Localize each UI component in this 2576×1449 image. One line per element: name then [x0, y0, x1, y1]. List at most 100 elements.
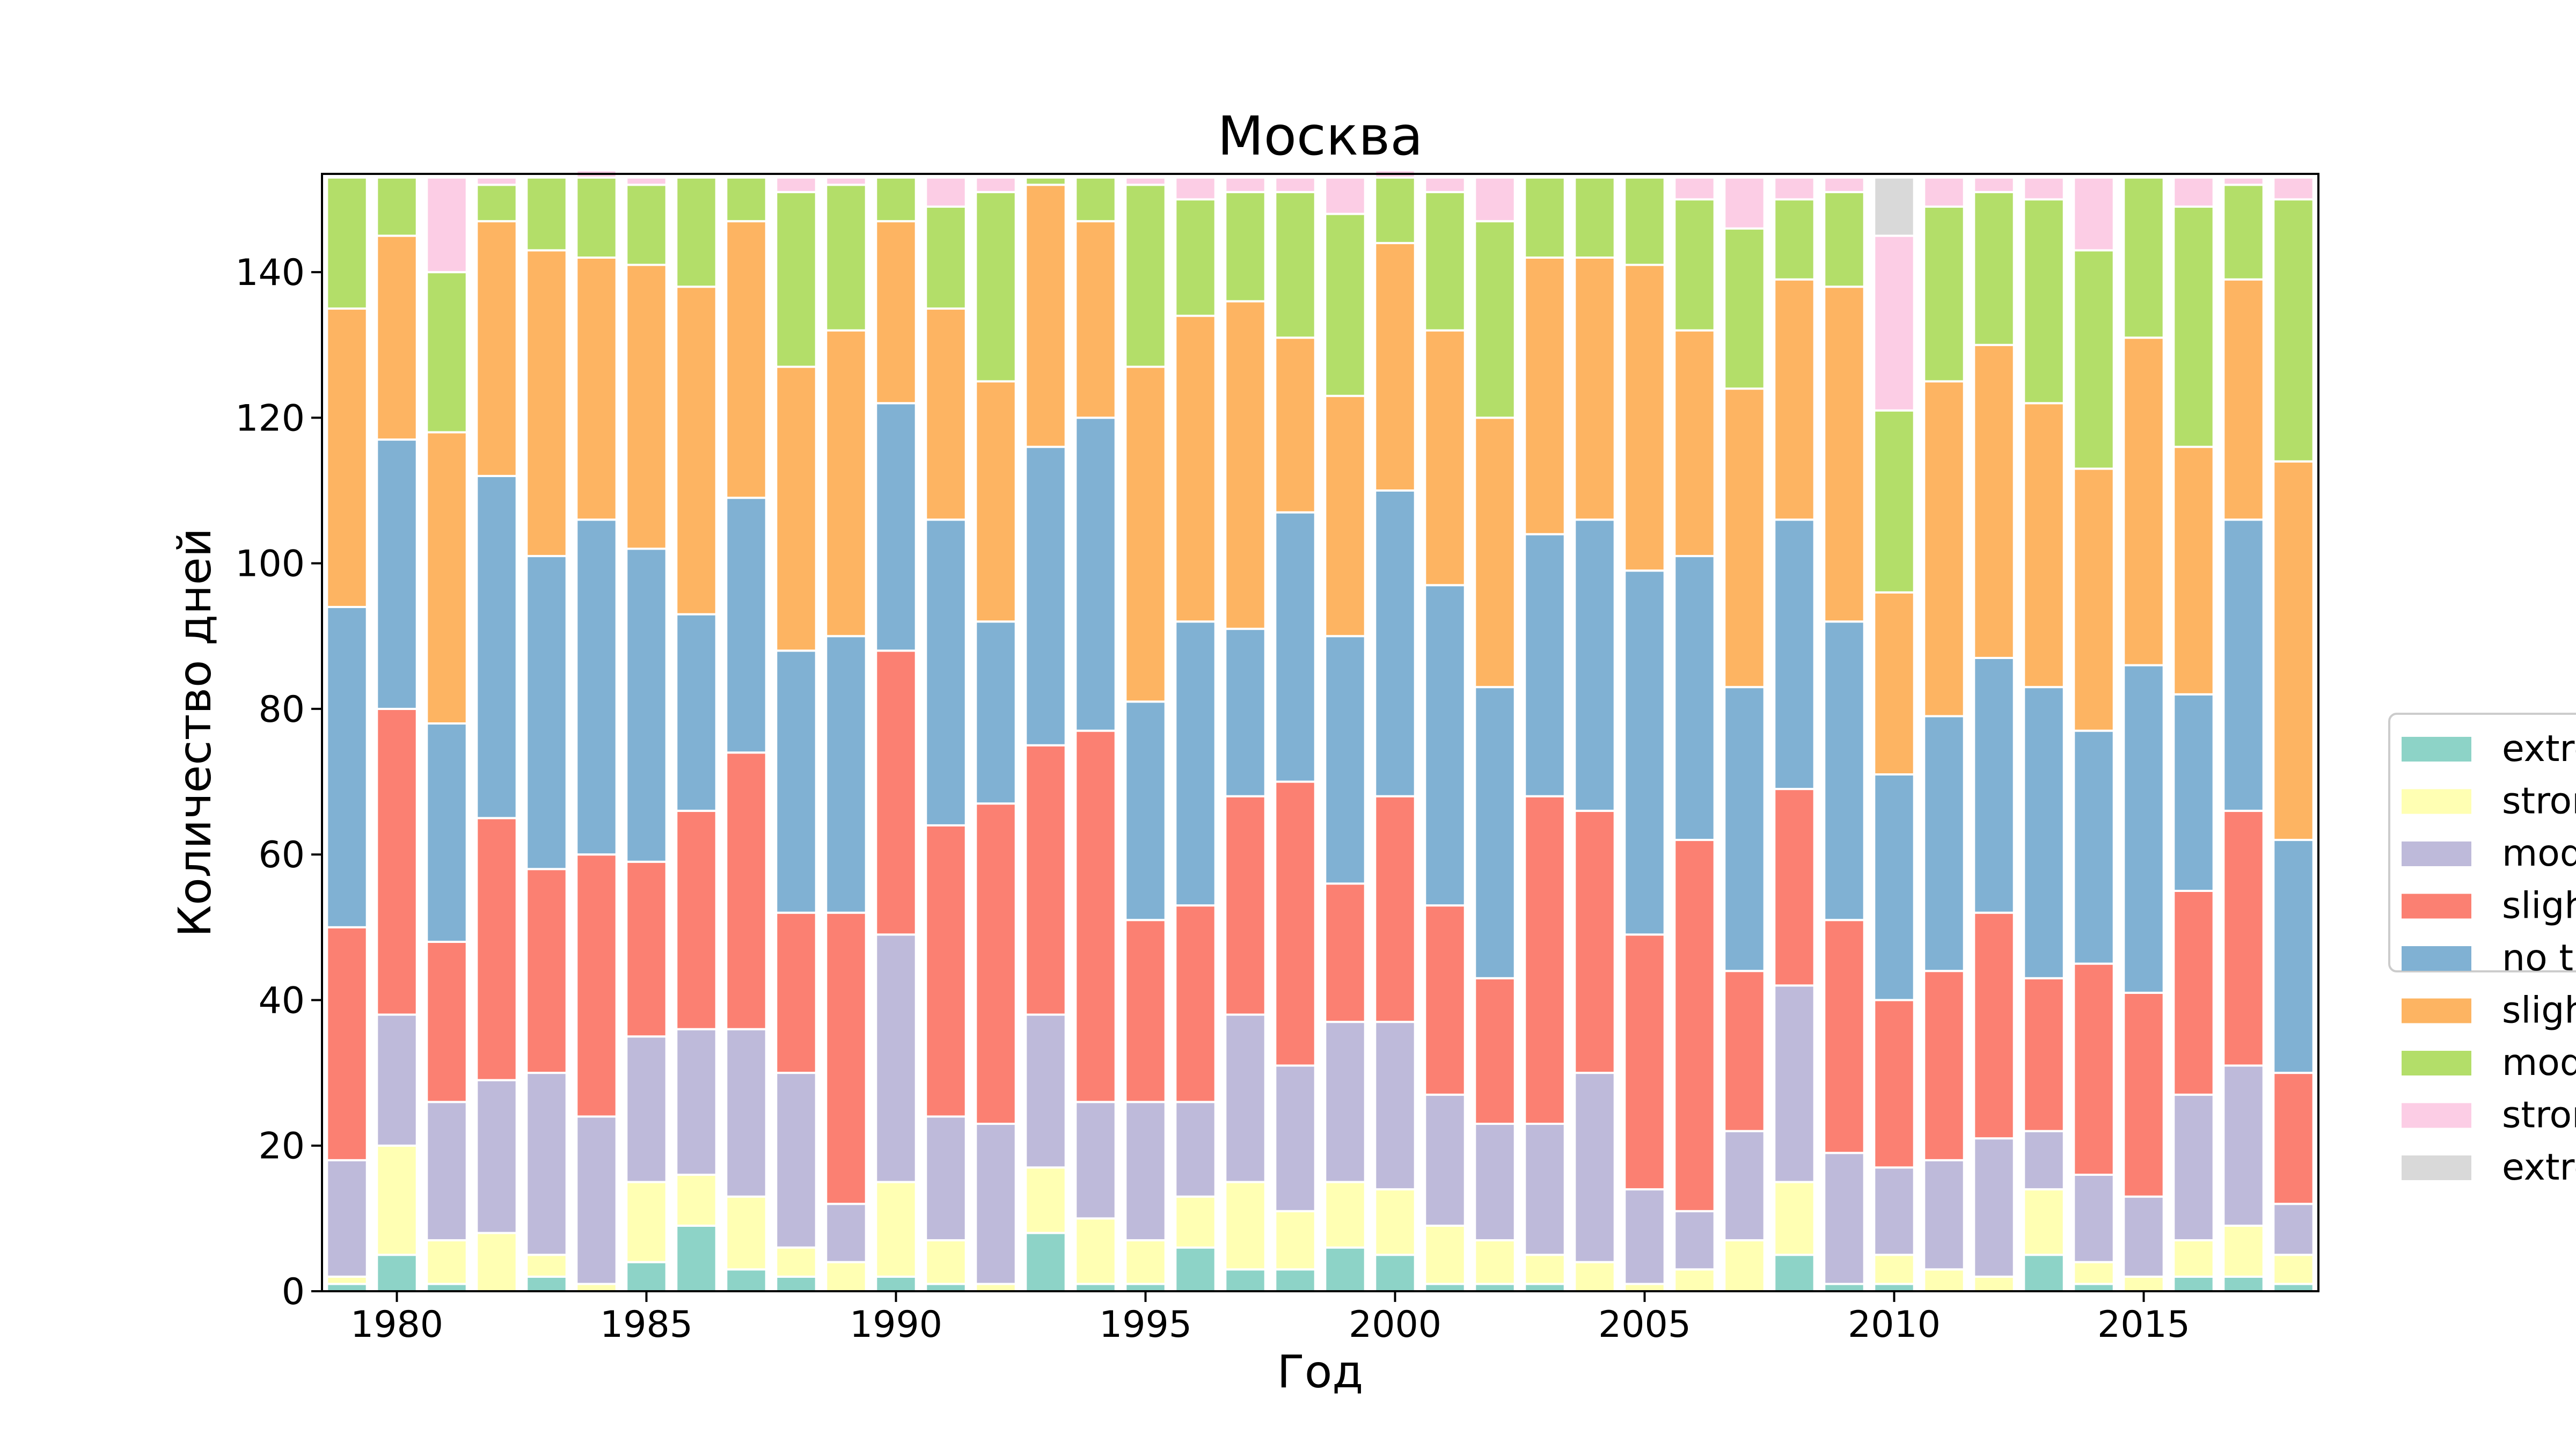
bar-segment — [1174, 1246, 1217, 1293]
bar-segment — [925, 1283, 967, 1293]
bar-segment — [2172, 176, 2215, 208]
bar-segment — [1673, 176, 1716, 201]
bar-segment — [625, 1261, 668, 1292]
bar-segment — [1474, 220, 1516, 419]
bar-segment — [1174, 1195, 1217, 1249]
bar-segment — [1324, 1181, 1366, 1249]
legend-swatch — [2402, 737, 2471, 762]
bar-segment — [1224, 627, 1267, 797]
legend-swatch — [2402, 998, 2471, 1023]
y-axis-label: Количество дней — [169, 528, 221, 938]
bar-segment — [925, 206, 967, 310]
bar-segment — [2272, 1283, 2315, 1293]
bar-segment — [575, 518, 618, 856]
bar-segment — [1124, 919, 1167, 1103]
bar-segment — [1873, 176, 1915, 237]
bar-segment — [1224, 1268, 1267, 1292]
bar-segment — [1873, 591, 1915, 775]
bar-segment — [1474, 176, 1516, 223]
bar-segment — [1973, 1137, 2015, 1278]
bar-segment — [1723, 227, 1766, 390]
bar-segment — [575, 853, 618, 1118]
bar-segment — [975, 620, 1017, 805]
y-tick-label: 20 — [258, 1125, 305, 1168]
bar-segment — [1324, 1246, 1366, 1293]
bar-segment — [2172, 206, 2215, 448]
bar-segment — [525, 1254, 568, 1278]
bar-segment — [725, 1268, 767, 1292]
bar-segment — [1424, 1093, 1466, 1227]
bar-segment — [1574, 176, 1616, 259]
bar-segment — [1823, 620, 1865, 921]
bar-segment — [775, 1246, 817, 1278]
bar-segment — [625, 547, 668, 863]
bar-segment — [475, 474, 518, 819]
bar-segment — [1773, 788, 1816, 987]
bar-segment — [775, 1275, 817, 1293]
bar-segment — [675, 1173, 718, 1227]
bar-segment — [775, 911, 817, 1074]
bar-segment — [2123, 1275, 2165, 1293]
bar-segment — [575, 1283, 618, 1293]
bar-segment — [1324, 394, 1366, 638]
legend-label: extre — [2502, 1146, 2576, 1189]
bar-segment — [426, 176, 468, 274]
bar-segment — [1723, 970, 1766, 1132]
bar-segment — [725, 1195, 767, 1271]
bar-segment — [675, 176, 718, 288]
bar-segment — [1973, 1275, 2015, 1293]
bar-segment — [376, 707, 418, 1016]
bar-segment — [2222, 1224, 2265, 1278]
bar-segment — [725, 496, 767, 754]
bar-segment — [1124, 184, 1167, 368]
bar-segment — [2222, 809, 2265, 1067]
bar-segment — [975, 802, 1017, 1125]
bar-segment — [525, 868, 568, 1074]
x-tick-label: 1990 — [850, 1304, 942, 1346]
bar-segment — [2123, 1195, 2165, 1278]
bar-segment — [1773, 198, 1816, 281]
bar-segment — [1823, 176, 1865, 193]
bar-segment — [1124, 365, 1167, 703]
bar-segment — [1024, 1166, 1067, 1234]
bar-segment — [1074, 176, 1117, 223]
bar-segment — [1224, 1181, 1267, 1271]
bar-segment — [1124, 176, 1167, 186]
bar-segment — [1324, 882, 1366, 1023]
bar-segment — [1823, 191, 1865, 288]
bar-segment — [2123, 664, 2165, 994]
bar-segment — [1474, 1239, 1516, 1285]
bar-segment — [2172, 1275, 2215, 1293]
bar-segment — [675, 613, 718, 812]
bar-segment — [925, 1115, 967, 1242]
x-axis: 1980 1985 1990 1995 2000 2005 2010 2015 — [350, 1291, 2190, 1346]
bar-segment — [1723, 176, 1766, 230]
bar-segment — [1374, 1254, 1416, 1292]
bar-segment — [975, 176, 1017, 193]
bar-segment — [1723, 686, 1766, 972]
bar-segment — [1074, 416, 1117, 732]
bar-segment — [1424, 1283, 1466, 1293]
bar-segment — [1274, 1268, 1316, 1292]
bar-segment — [1973, 343, 2015, 659]
bar-segment — [426, 722, 468, 943]
bar-segment — [326, 1159, 368, 1278]
bar-segment — [2023, 198, 2065, 405]
bar-segment — [2172, 1239, 2215, 1278]
bar-segment — [525, 176, 568, 252]
bar-segment — [1673, 1268, 1716, 1292]
bar-segment — [2222, 278, 2265, 521]
bar-segment — [2222, 1275, 2265, 1293]
bar-segment — [2073, 729, 2115, 965]
bar-segment — [1124, 700, 1167, 921]
bar-segment — [1274, 191, 1316, 339]
bar-segment — [2272, 1072, 2315, 1205]
bar-segment — [2073, 176, 2115, 252]
bar-segment — [376, 438, 418, 710]
bar-segment — [1873, 1283, 1915, 1293]
bar-segment — [725, 176, 767, 223]
bar-segment — [1124, 1283, 1167, 1293]
bar-segment — [1773, 176, 1816, 201]
x-tick-label: 2015 — [2097, 1304, 2190, 1346]
bar-segment — [1074, 1217, 1117, 1285]
